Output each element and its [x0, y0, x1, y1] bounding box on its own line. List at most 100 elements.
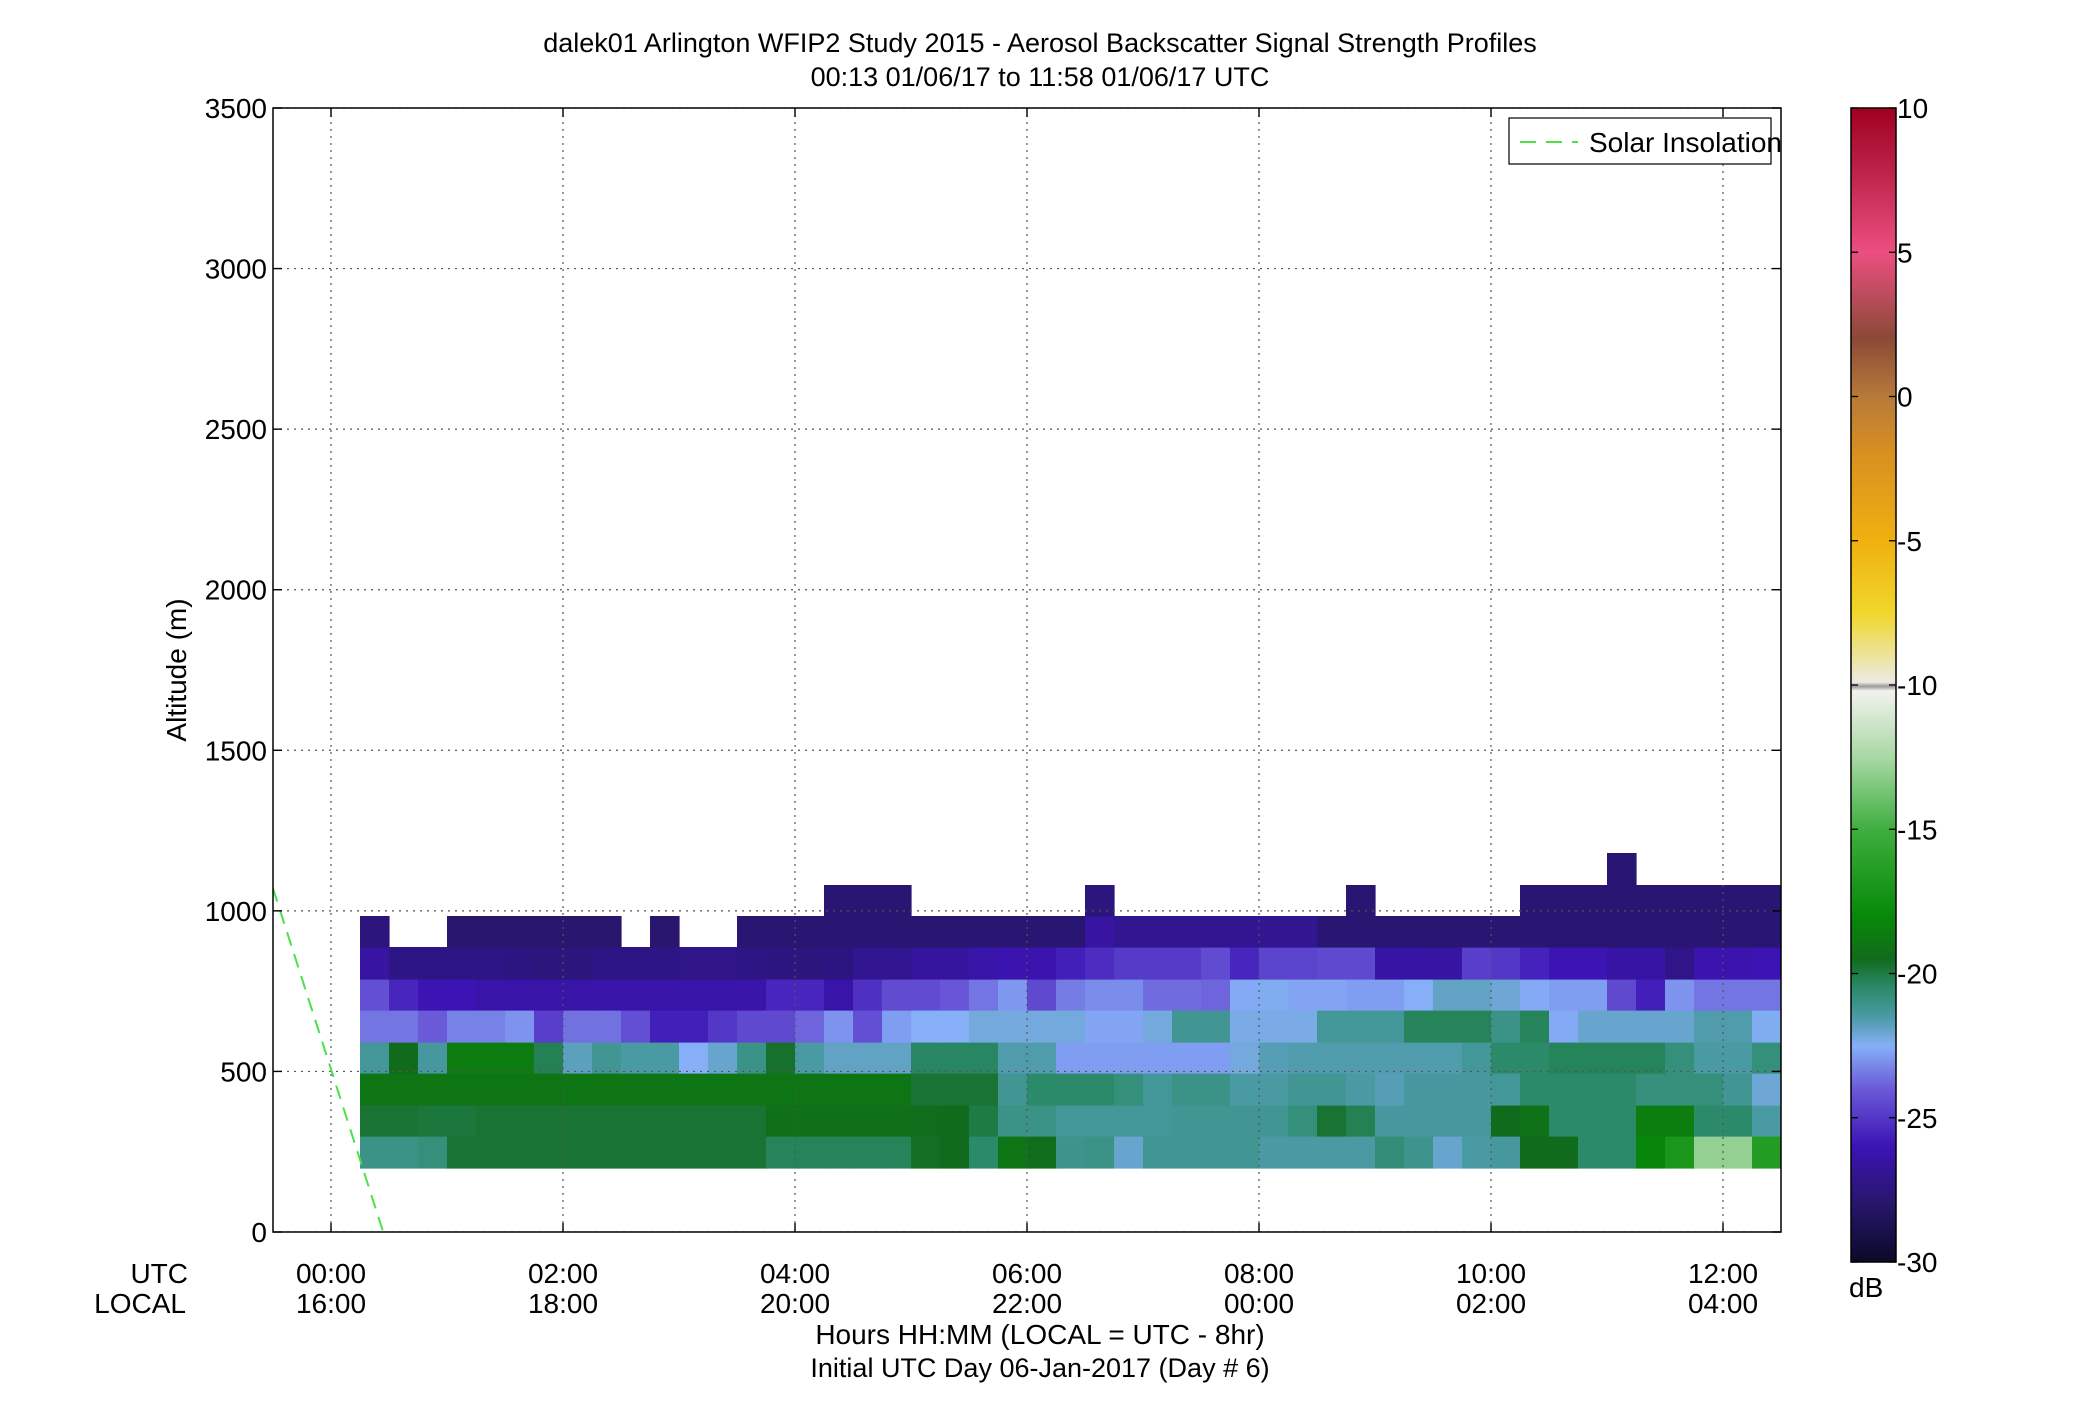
grid-lines: [273, 108, 1781, 1232]
heatmap-cell: [1462, 1010, 1492, 1043]
heatmap-cell: [505, 1042, 535, 1074]
legend-solar-label: Solar Insolation: [1589, 127, 1782, 158]
heatmap-cell: [1578, 1105, 1608, 1137]
heatmap-cell: [1404, 1042, 1434, 1074]
heatmap-cell: [1085, 1105, 1115, 1137]
heatmap-cell: [1549, 979, 1579, 1011]
heatmap-cell: [737, 1010, 767, 1043]
x-tick-label-local: 16:00: [296, 1288, 366, 1319]
heatmap-cell: [1491, 947, 1521, 980]
heatmap-cell: [708, 1010, 738, 1043]
x-tick-label-utc: 06:00: [992, 1258, 1062, 1289]
heatmap-cell: [679, 1073, 709, 1106]
heatmap-cell: [1694, 1073, 1724, 1106]
heatmap-cell: [940, 1105, 970, 1137]
heatmap-cell: [1375, 1073, 1405, 1106]
heatmap-cell: [1230, 947, 1260, 980]
heatmap-cell: [853, 947, 883, 980]
heatmap-cell: [1027, 979, 1057, 1011]
heatmap-cell: [882, 1042, 912, 1074]
heatmap-cell: [418, 1010, 448, 1043]
colorbar-ticks: -30 -25 -20 -15 -10 -5 0 5 10: [1851, 93, 1937, 1278]
heatmap-cell: [1723, 1010, 1753, 1043]
heatmap-cell: [1317, 1073, 1347, 1106]
heatmap-cell: [1346, 1105, 1376, 1137]
heatmap-cell: [853, 1010, 883, 1043]
heatmap-cell: [1259, 1073, 1289, 1106]
heatmap-cell: [563, 1073, 593, 1106]
colorbar-tick-label: -30: [1897, 1247, 1937, 1278]
heatmap-cell: [1433, 1042, 1463, 1074]
heatmap-cell: [1230, 1073, 1260, 1106]
x-tick-label-utc: 04:00: [760, 1258, 830, 1289]
heatmap-cell: [1143, 1073, 1173, 1106]
heatmap-cell: [650, 979, 680, 1011]
heatmap-cell: [1404, 1073, 1434, 1106]
heatmap-cell: [1288, 1073, 1318, 1106]
heatmap-cell: [1607, 916, 1637, 948]
heatmap-cell: [447, 1073, 477, 1106]
heatmap-cell: [650, 1073, 680, 1106]
heatmap-cell: [853, 1105, 883, 1137]
heatmap-cell: [679, 947, 709, 980]
initial-day-label: Initial UTC Day 06-Jan-2017 (Day # 6): [810, 1353, 1269, 1383]
heatmap-cell: [1549, 1136, 1579, 1169]
heatmap-cell: [1230, 1105, 1260, 1137]
heatmap-cell: [766, 1136, 796, 1169]
heatmap-cell: [447, 1136, 477, 1169]
x-tick-label-local: 22:00: [992, 1288, 1062, 1319]
heatmap-cell: [1636, 1136, 1666, 1169]
heatmap-cell: [447, 947, 477, 980]
heatmap-cell: [1549, 1073, 1579, 1106]
heatmap-cell: [1723, 947, 1753, 980]
heatmap-cell: [1114, 947, 1144, 980]
colorbar-tick-label: 10: [1897, 93, 1928, 124]
y-tick-label: 2000: [205, 575, 267, 606]
heatmap-cell: [853, 979, 883, 1011]
heatmap-cell: [1085, 916, 1115, 948]
heatmap-cell: [1607, 947, 1637, 980]
heatmap-cell: [476, 916, 506, 948]
y-tick-label: 1000: [205, 896, 267, 927]
heatmap-cell: [592, 1042, 622, 1074]
heatmap-cell: [1288, 1136, 1318, 1169]
heatmap-cell: [737, 947, 767, 980]
heatmap-cell: [998, 947, 1028, 980]
heatmap-cell: [1288, 1010, 1318, 1043]
heatmap-cell: [1259, 1010, 1289, 1043]
heatmap-cell: [621, 947, 651, 980]
heatmap-cell: [1491, 979, 1521, 1011]
heatmap-cell: [882, 1105, 912, 1137]
heatmap-cell: [1694, 885, 1724, 917]
heatmap-cell: [534, 1105, 564, 1137]
heatmap-cell: [1346, 916, 1376, 948]
heatmap-cell: [563, 916, 593, 948]
heatmap-cell: [1027, 1073, 1057, 1106]
y-tick-label: 1500: [205, 735, 267, 766]
heatmap-cell: [1027, 1136, 1057, 1169]
heatmap-cell: [505, 979, 535, 1011]
heatmap-cell: [1114, 1073, 1144, 1106]
heatmap-cell: [824, 885, 854, 917]
heatmap-cell: [418, 1105, 448, 1137]
heatmap-cell: [969, 979, 999, 1011]
heatmap-cell: [1056, 1073, 1086, 1106]
heatmap-cell: [1346, 885, 1376, 917]
heatmap-cell: [1201, 1042, 1231, 1074]
heatmap-cell: [679, 1042, 709, 1074]
heatmap-cell: [360, 1042, 390, 1074]
heatmap-cell: [882, 1136, 912, 1169]
heatmap-cell: [1317, 979, 1347, 1011]
heatmap-cell: [1462, 1073, 1492, 1106]
heatmap-cell: [1578, 1010, 1608, 1043]
heatmap-cell: [1288, 1042, 1318, 1074]
heatmap-cell: [1346, 979, 1376, 1011]
heatmap-cell: [1375, 1136, 1405, 1169]
heatmap-cell: [1056, 947, 1086, 980]
heatmap-cell: [1462, 1136, 1492, 1169]
heatmap-cell: [795, 1105, 825, 1137]
heatmap-cell: [650, 1136, 680, 1169]
heatmap-cell: [1694, 947, 1724, 980]
heatmap-cell: [1665, 1010, 1695, 1043]
heatmap-cell: [795, 979, 825, 1011]
